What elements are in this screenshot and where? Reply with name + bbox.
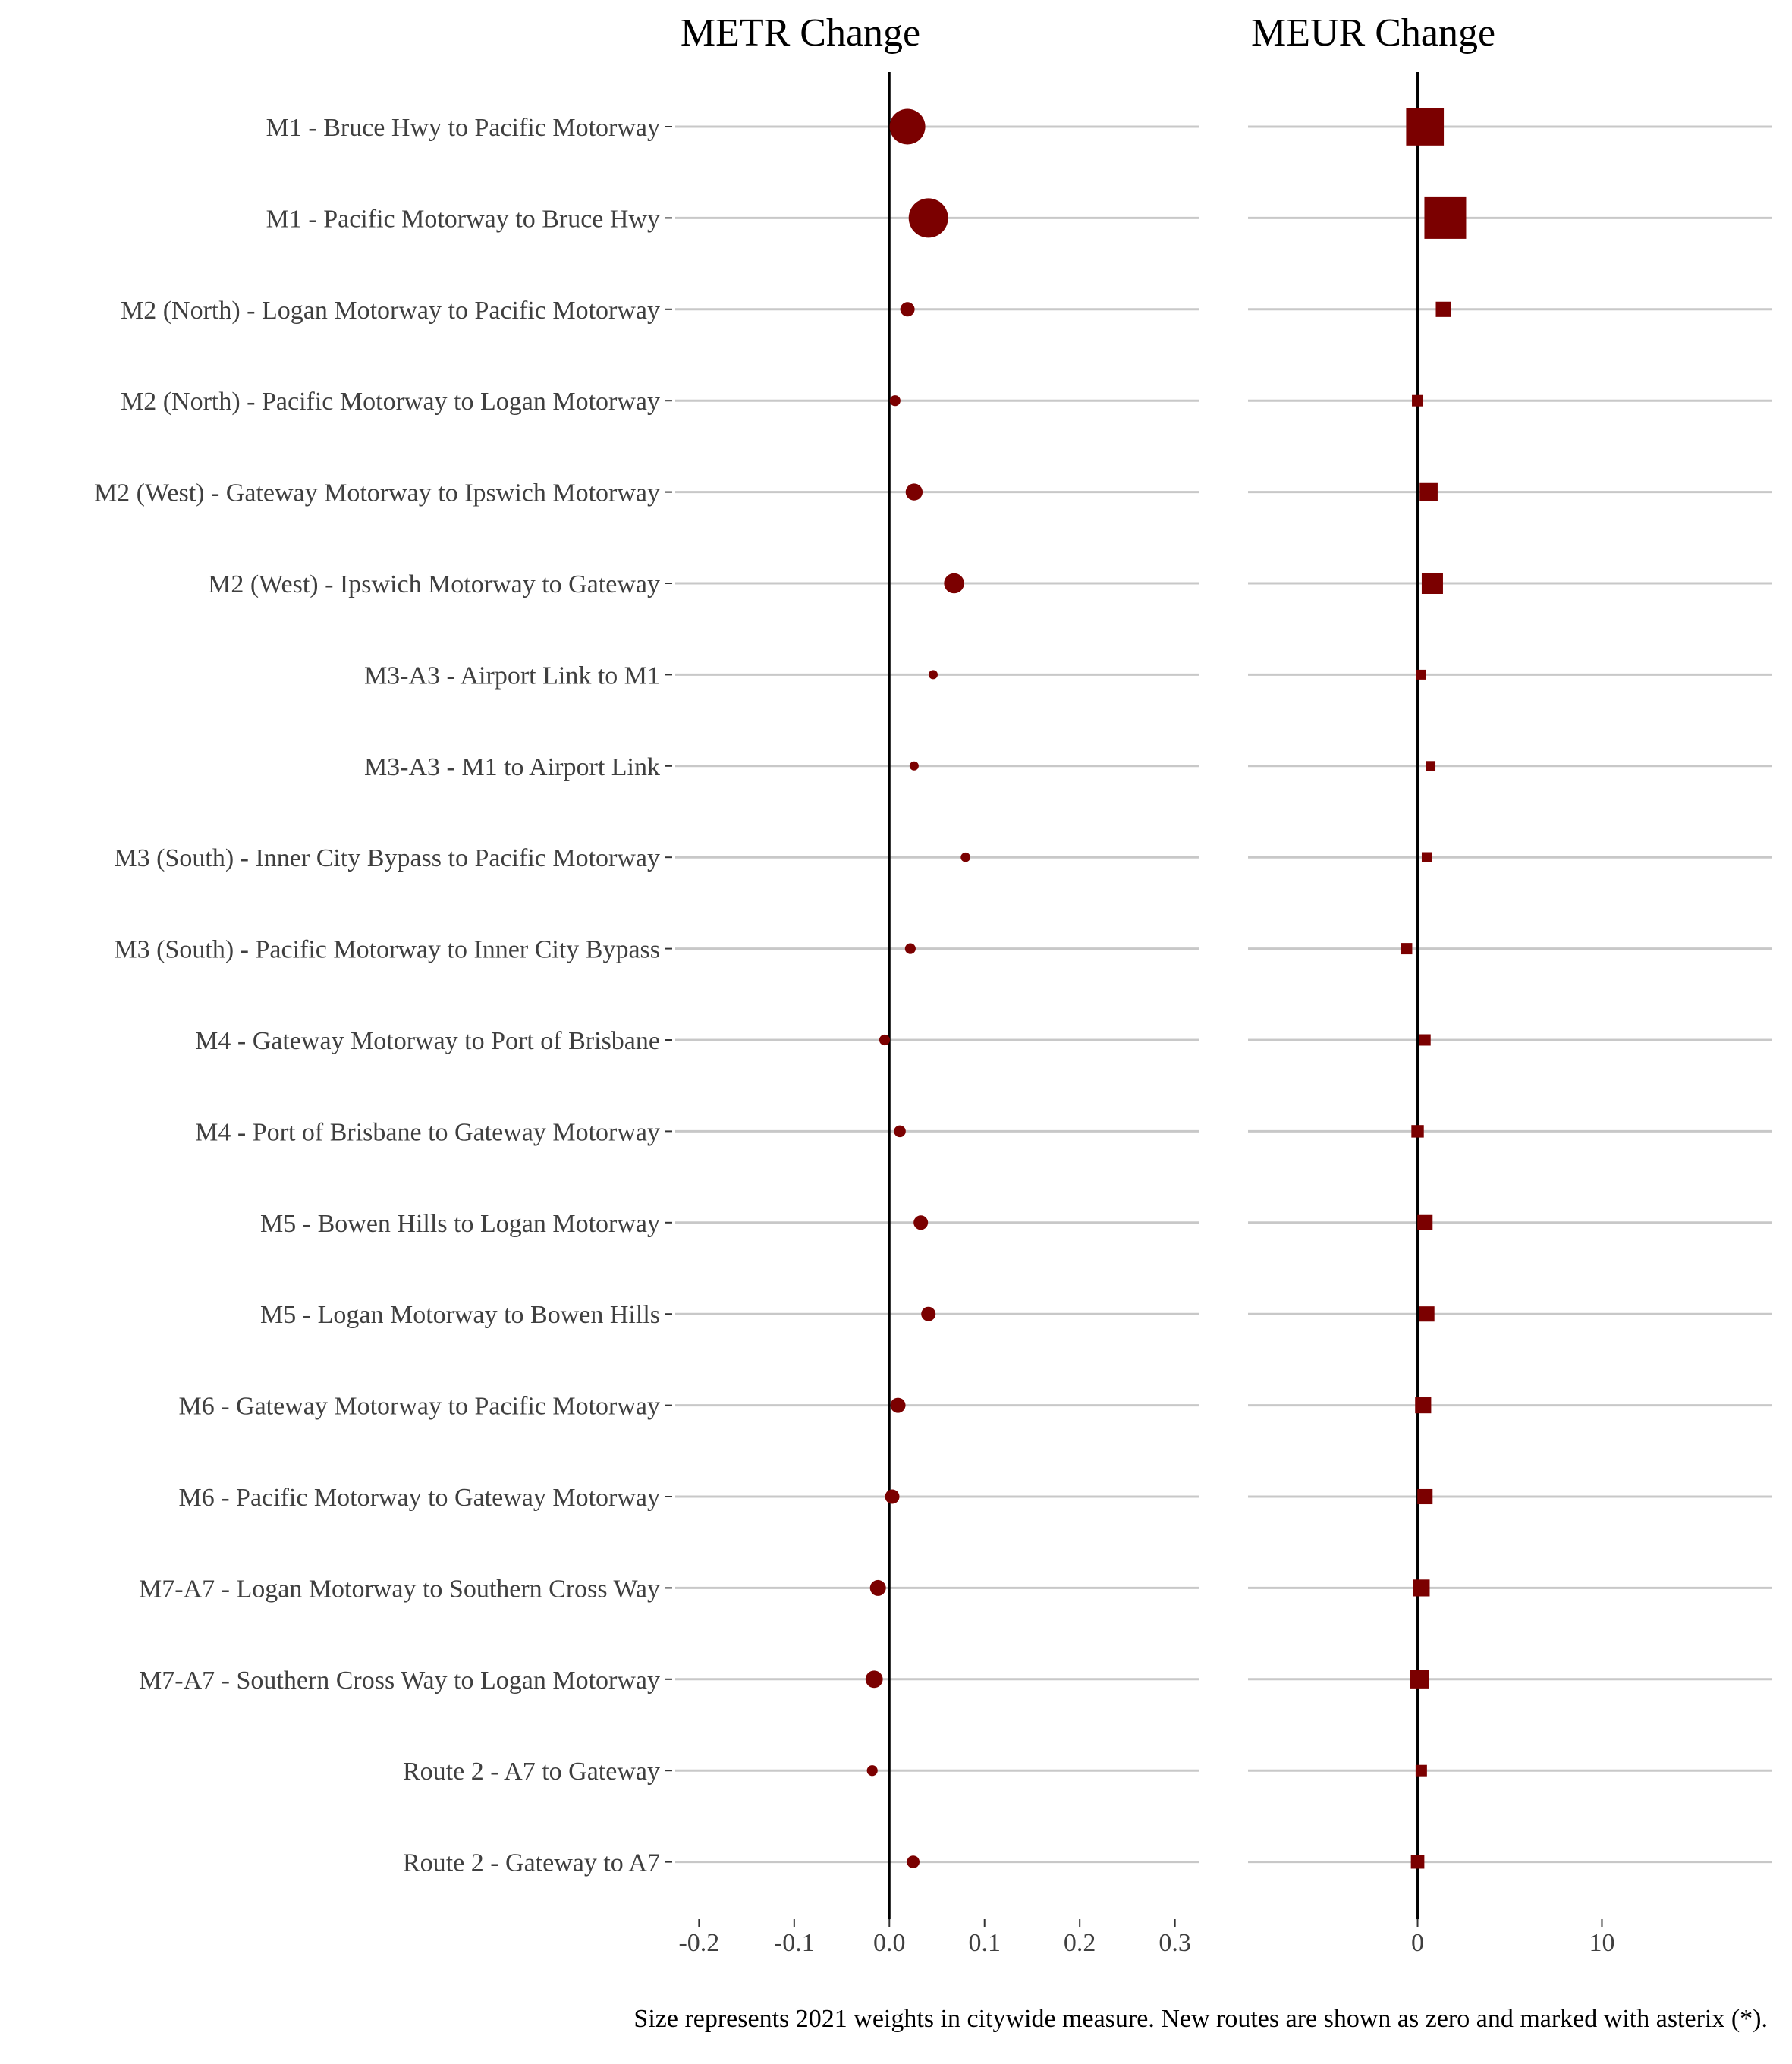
panel-title: MEUR Change	[1251, 11, 1495, 55]
panel-title: METR Change	[681, 11, 920, 55]
meur-point	[1416, 669, 1426, 680]
y-tick-label: M6 - Gateway Motorway to Pacific Motorwa…	[178, 1393, 660, 1421]
y-tick-label: M5 - Logan Motorway to Bowen Hills	[260, 1301, 660, 1329]
y-tick-label: M3-A3 - M1 to Airport Link	[364, 753, 660, 781]
metr-point	[889, 108, 926, 145]
chart-caption: Size represents 2021 weights in citywide…	[633, 2005, 1768, 2033]
meur-point	[1435, 301, 1451, 317]
metr-point	[894, 1125, 906, 1138]
meur-point	[1419, 482, 1438, 501]
meur-point	[1410, 1670, 1429, 1689]
y-tick-label: M4 - Port of Brisbane to Gateway Motorwa…	[195, 1118, 660, 1146]
meur-point	[1417, 1488, 1433, 1505]
x-tick-label: 0.3	[1159, 1929, 1191, 1957]
y-tick-label: M3 (South) - Inner City Bypass to Pacifi…	[114, 844, 660, 872]
x-tick-label: -0.2	[678, 1929, 719, 1957]
y-tick-label: Route 2 - A7 to Gateway	[403, 1758, 660, 1786]
metr-point	[904, 943, 916, 954]
meur-point	[1417, 1214, 1433, 1230]
y-tick-label: M7-A7 - Southern Cross Way to Logan Moto…	[139, 1667, 660, 1695]
metr-point	[921, 1306, 936, 1321]
x-tick-label: 0	[1411, 1929, 1424, 1957]
meur-point	[1424, 196, 1467, 239]
y-tick-label: M3 (South) - Pacific Motorway to Inner C…	[114, 936, 660, 964]
zero-line-layer	[888, 72, 1419, 1919]
meur-point	[1419, 1306, 1435, 1322]
y-tick-label: M4 - Gateway Motorway to Port of Brisban…	[195, 1027, 660, 1055]
metr-point	[907, 1855, 920, 1868]
x-tick-label: 10	[1589, 1929, 1614, 1957]
x-tick-label: 0.1	[968, 1929, 1001, 1957]
meur-point	[1415, 1764, 1427, 1777]
text-layer: M1 - Bruce Hwy to Pacific Motorway M1 - P…	[94, 11, 1768, 2033]
metr-point	[900, 302, 915, 317]
meur-point	[1419, 1034, 1431, 1046]
y-tick-label: M2 (North) - Pacific Motorway to Logan M…	[121, 388, 660, 416]
metr-point	[960, 852, 970, 862]
metr-point	[909, 761, 919, 771]
meur-point	[1406, 108, 1445, 146]
metr-point	[908, 198, 948, 238]
meur-point	[1426, 761, 1436, 771]
y-tick-label: M6 - Pacific Motorway to Gateway Motorwa…	[178, 1484, 660, 1512]
metr-point	[913, 1215, 929, 1230]
metr-point	[885, 1489, 900, 1504]
metr-point	[944, 573, 964, 594]
marker-layer	[865, 108, 1467, 1869]
metr-point	[879, 1034, 891, 1046]
y-tick-label: M1 - Bruce Hwy to Pacific Motorway	[266, 114, 660, 142]
meur-point	[1421, 572, 1443, 595]
metr-point	[869, 1579, 886, 1596]
meur-point	[1411, 1125, 1424, 1138]
meur-point	[1410, 1855, 1425, 1869]
meur-point	[1415, 1397, 1432, 1414]
y-tick-label: M2 (West) - Ipswich Motorway to Gateway	[208, 570, 660, 598]
y-tick-label: M7-A7 - Logan Motorway to Southern Cross…	[139, 1575, 660, 1603]
meur-point	[1413, 1579, 1430, 1597]
metr-point	[866, 1765, 878, 1777]
metr-point	[889, 395, 901, 407]
metr-point	[928, 670, 938, 680]
gridline-layer	[675, 125, 1772, 1864]
y-tick-label: M3-A3 - Airport Link to M1	[364, 661, 660, 690]
meur-point	[1412, 394, 1424, 407]
y-tick-label: M2 (West) - Gateway Motorway to Ipswich …	[94, 479, 660, 507]
x-tick-label: 0.0	[873, 1929, 906, 1957]
metr-point	[865, 1670, 883, 1689]
y-tick-label: M5 - Bowen Hills to Logan Motorway	[260, 1210, 660, 1238]
y-tick-label: M1 - Pacific Motorway to Bruce Hwy	[266, 205, 660, 233]
y-tick-label: M2 (North) - Logan Motorway to Pacific M…	[121, 297, 660, 325]
meur-point	[1401, 943, 1413, 955]
metr-point	[890, 1397, 906, 1413]
metr-point	[905, 483, 923, 501]
x-tick-label: 0.2	[1064, 1929, 1096, 1957]
meur-point	[1421, 852, 1432, 862]
x-tick-label: -0.1	[774, 1929, 815, 1957]
y-tick-label: Route 2 - Gateway to A7	[403, 1849, 660, 1877]
